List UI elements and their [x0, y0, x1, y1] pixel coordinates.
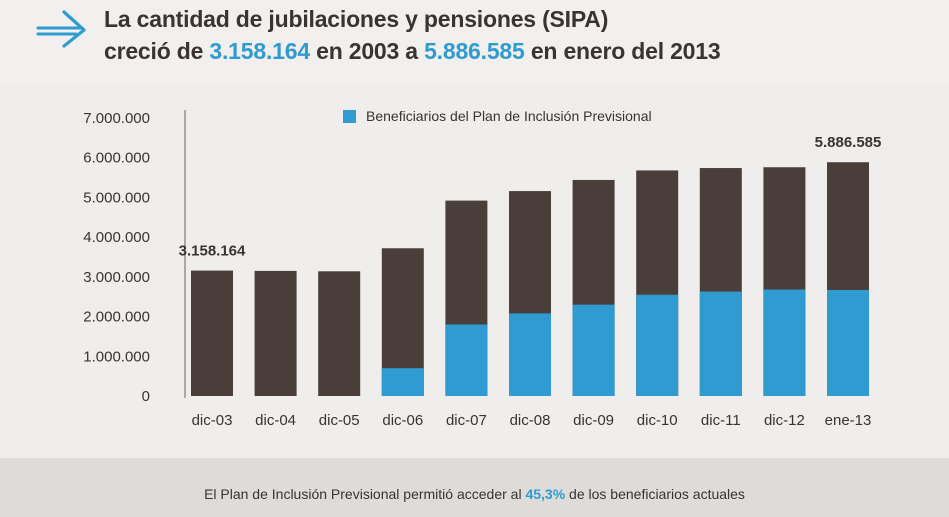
x-tick-label: dic-10 — [637, 412, 678, 429]
bar-beneficiarios-dic-11 — [699, 291, 742, 396]
footer-text-1: El Plan de Inclusión Previsional permiti… — [204, 486, 526, 502]
subtitle-value-2013: 5.886.585 — [424, 38, 525, 64]
subtitle-text-3: en enero del 2013 — [524, 38, 721, 64]
x-tick-label: dic-12 — [764, 412, 805, 429]
x-tick-label: dic-11 — [701, 412, 741, 429]
bar-beneficiarios-dic-09 — [572, 304, 615, 396]
bar-total-dic-05 — [318, 271, 361, 396]
footer-text-2: de los beneficiarios actuales — [565, 486, 745, 502]
y-tick-label: 4.000.000 — [83, 229, 150, 246]
x-tick-label: dic-06 — [382, 412, 423, 429]
y-tick-label: 0 — [142, 388, 150, 405]
x-axis: dic-03 dic-04 dic-05 dic-06 dic-07 dic-08 dic-… — [192, 412, 872, 429]
arrow-right-icon — [36, 10, 86, 48]
legend: Beneficiarios del Plan de Inclusión Prev… — [343, 108, 652, 124]
subtitle-text-2: en 2003 a — [309, 38, 425, 64]
bar-beneficiarios-dic-08 — [509, 313, 551, 396]
bar-beneficiarios-dic-06 — [381, 368, 424, 396]
bar-chart: 0 1.000.000 2.000.000 3.000.000 4.000.000 5.0… — [83, 108, 882, 429]
page-title: La cantidad de jubilaciones y pensiones … — [104, 6, 609, 32]
bar-beneficiarios-dic-07 — [445, 324, 488, 396]
legend-swatch — [343, 110, 356, 123]
page-subtitle: creció de 3.158.164 en 2003 a 5.886.585 … — [104, 38, 721, 65]
bars — [191, 162, 869, 396]
x-tick-label: dic-03 — [192, 412, 233, 429]
legend-label: Beneficiarios del Plan de Inclusión Prev… — [366, 108, 652, 124]
chart-area: 0 1.000.000 2.000.000 3.000.000 4.000.000 5.0… — [0, 86, 949, 458]
footer-percent: 45,3% — [525, 486, 566, 502]
y-tick-label: 5.000.000 — [83, 189, 150, 206]
x-tick-label: ene-13 — [825, 412, 872, 429]
header: La cantidad de jubilaciones y pensiones … — [0, 0, 949, 85]
y-tick-label: 1.000.000 — [83, 348, 150, 365]
bar-total-dic-04 — [254, 270, 297, 396]
data-label-ene-13: 5.886.585 — [815, 134, 882, 151]
annotations: 3.158.164 5.886.585 — [179, 134, 882, 259]
data-label-dic-03: 3.158.164 — [179, 243, 246, 260]
y-axis: 0 1.000.000 2.000.000 3.000.000 4.000.000 5.0… — [83, 110, 150, 405]
bar-beneficiarios-ene-13 — [827, 289, 869, 396]
x-tick-label: dic-04 — [255, 412, 296, 429]
subtitle-text-1: creció de — [104, 38, 210, 64]
y-tick-label: 7.000.000 — [83, 110, 150, 127]
x-tick-label: dic-07 — [446, 412, 487, 429]
footer-note: El Plan de Inclusión Previsional permiti… — [0, 486, 949, 502]
bar-beneficiarios-dic-10 — [636, 294, 679, 396]
y-tick-label: 3.000.000 — [83, 269, 150, 286]
footer: El Plan de Inclusión Previsional permiti… — [0, 458, 949, 517]
x-tick-label: dic-09 — [573, 412, 614, 429]
bar-beneficiarios-dic-12 — [763, 289, 806, 396]
y-tick-label: 6.000.000 — [83, 150, 150, 167]
x-tick-label: dic-05 — [319, 412, 360, 429]
bar-total-dic-03 — [191, 270, 233, 396]
x-tick-label: dic-08 — [510, 412, 551, 429]
subtitle-value-2003: 3.158.164 — [209, 38, 310, 64]
y-tick-label: 2.000.000 — [83, 309, 150, 326]
